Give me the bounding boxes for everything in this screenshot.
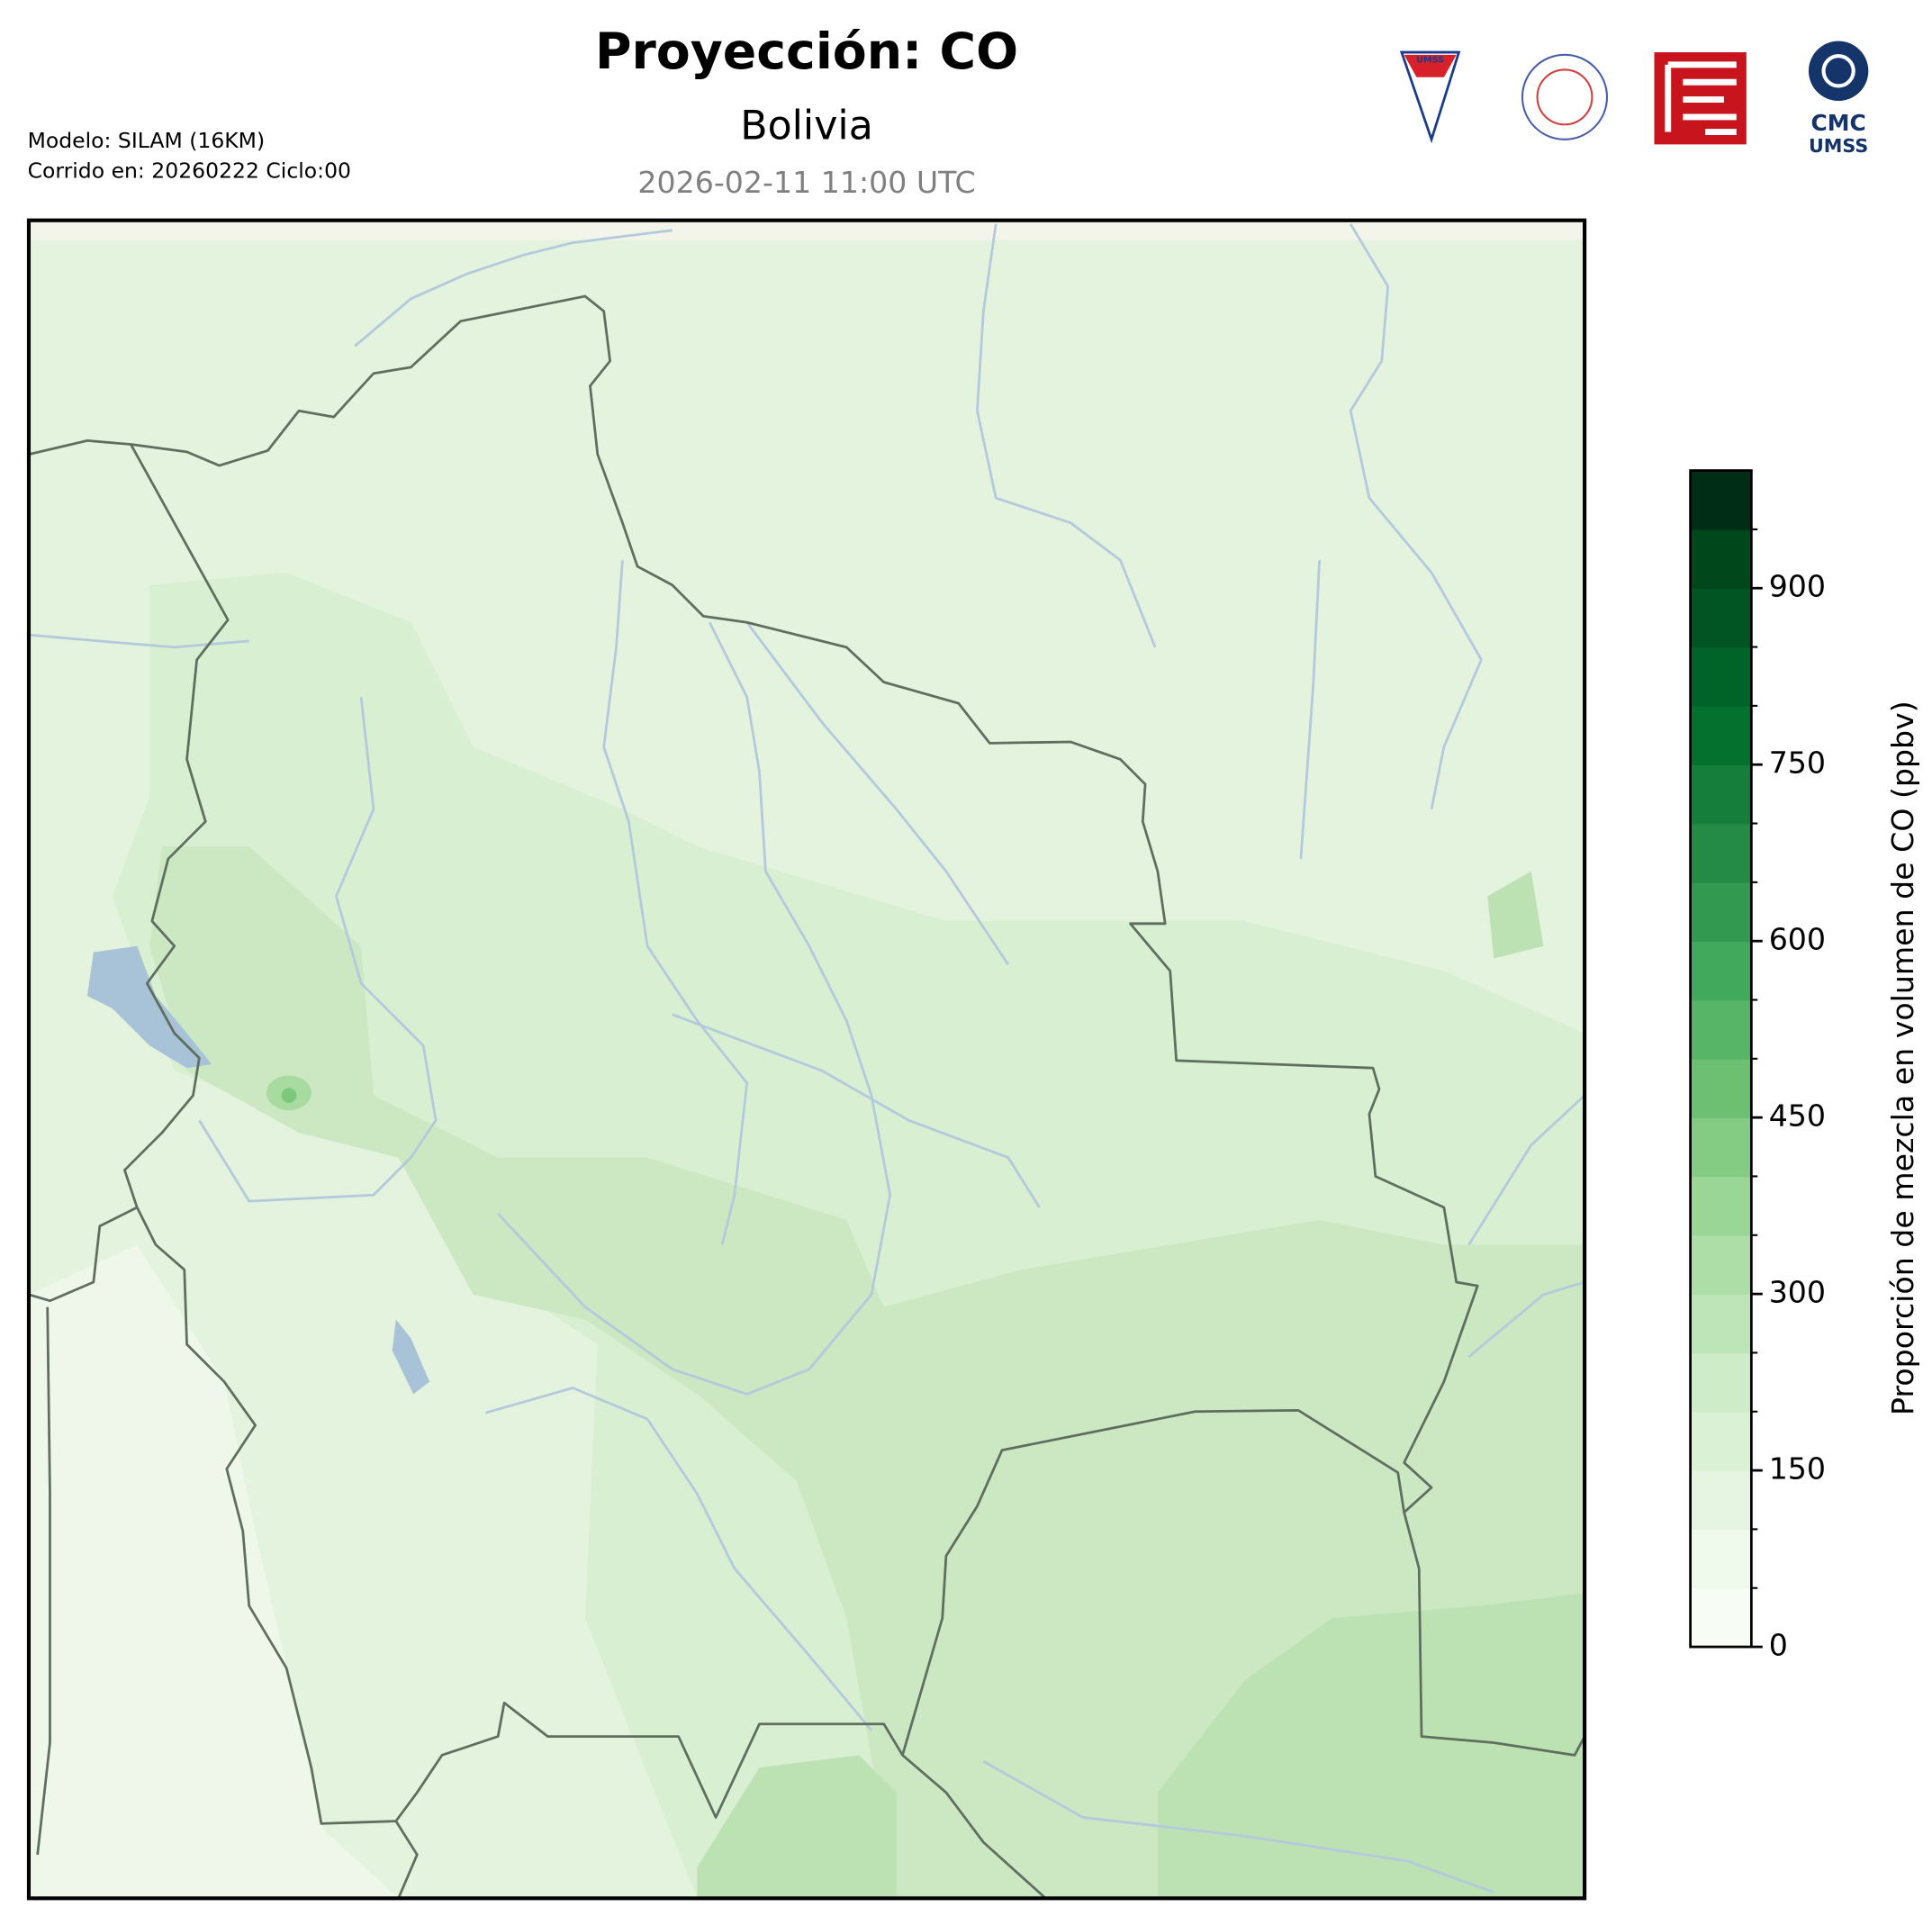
map-frame — [26, 218, 1587, 1901]
logo-text: UMSS — [1809, 135, 1868, 157]
colorbar-segment — [1690, 941, 1752, 1001]
logo-shape — [1521, 53, 1609, 140]
logo-shape — [1665, 61, 1737, 136]
concentration-area — [697, 1755, 897, 1899]
colorbar-segment — [1690, 1234, 1752, 1295]
concentration-area — [28, 1244, 399, 1899]
tick-label: 300 — [1769, 1275, 1826, 1310]
colorbar-segment — [1690, 764, 1752, 825]
colorbar-segment — [1690, 999, 1752, 1060]
colorbar-segment — [1690, 588, 1752, 648]
model-info: Modelo: SILAM (16KM) — [28, 128, 266, 153]
logo-shape — [1808, 41, 1869, 101]
title: Proyección: CO — [595, 23, 1018, 81]
run-info: Corrido en: 20260222 Ciclo:00 — [28, 158, 351, 183]
river — [982, 1760, 1494, 1893]
river — [1467, 1094, 1585, 1358]
colorbar-segment — [1690, 470, 1752, 530]
colorbar-label: Proporción de mezcla en volumen de CO (p… — [1885, 700, 1920, 1415]
map-edge — [28, 220, 1585, 240]
logo-text: CMC — [1811, 110, 1866, 136]
subtitle: Bolivia — [740, 103, 873, 149]
colorbar-segment — [1690, 1352, 1752, 1413]
tick-label: 0 — [1769, 1628, 1788, 1663]
river — [672, 1013, 1041, 1208]
river — [1349, 223, 1483, 809]
map — [28, 220, 1585, 1899]
border — [901, 1408, 1406, 1756]
river — [198, 697, 438, 1203]
river — [1299, 560, 1322, 860]
concentration-area — [1487, 871, 1544, 959]
tick-label: 450 — [1769, 1098, 1826, 1134]
tick-label: 150 — [1769, 1451, 1826, 1487]
river — [708, 621, 892, 1396]
concentration-area — [1157, 1593, 1585, 1899]
concentration-area — [281, 1088, 297, 1103]
colorbar-segment — [1690, 1058, 1752, 1118]
logo-shape — [1404, 54, 1457, 77]
logo-umss: UMSS — [1399, 50, 1461, 144]
valid-time: 2026-02-11 11:00 UTC — [637, 165, 975, 200]
river — [28, 633, 249, 649]
lake — [86, 945, 212, 1069]
river — [354, 229, 673, 348]
logo-fcyt — [1654, 52, 1747, 145]
river — [497, 1213, 748, 1396]
logo-fisica — [1521, 53, 1609, 140]
tick-label: 750 — [1769, 746, 1826, 781]
colorbar-segment — [1690, 1117, 1752, 1178]
colorbar-segment — [1690, 881, 1752, 942]
tick-label: 600 — [1769, 922, 1826, 957]
lake — [392, 1319, 430, 1395]
border — [123, 443, 1047, 1899]
colorbar-segment — [1690, 705, 1752, 765]
border — [28, 294, 1585, 1757]
colorbar: 0 150 300 450 600 750 900 — [1689, 469, 1826, 1663]
border — [28, 1206, 419, 1899]
colorbar-segment — [1690, 823, 1752, 883]
colorbar-segment — [1690, 1176, 1752, 1236]
colorbar-segment — [1690, 1529, 1752, 1589]
logo-cmc: CMC UMSS — [1808, 41, 1869, 157]
colorbar-segment — [1690, 1470, 1752, 1531]
logo-text: UMSS — [1416, 55, 1444, 65]
river — [484, 1387, 872, 1731]
colorbar-segment — [1690, 646, 1752, 707]
tick-label: 900 — [1769, 569, 1826, 604]
colorbar-segment — [1690, 1587, 1752, 1648]
colorbar-segment — [1690, 529, 1752, 589]
river — [602, 560, 749, 1245]
logo-shape — [1821, 54, 1855, 88]
river — [745, 621, 1010, 966]
logo-shape — [1536, 68, 1593, 126]
colorbar-segment — [1690, 1294, 1752, 1354]
concentration-area — [149, 846, 1585, 1899]
colorbar-segment — [1690, 1411, 1752, 1471]
colorbar-frame — [1689, 469, 1753, 1649]
river — [976, 223, 1157, 648]
